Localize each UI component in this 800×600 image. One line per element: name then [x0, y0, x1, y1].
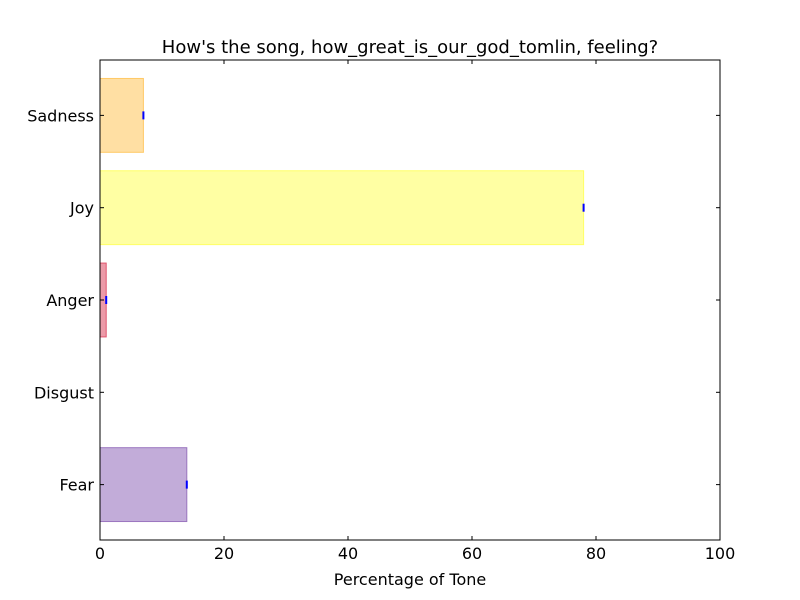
- x-tick-label-20: 20: [214, 544, 234, 563]
- x-axis-label: Percentage of Tone: [334, 570, 486, 589]
- chart-title: How's the song, how_great_is_our_god_tom…: [162, 37, 658, 58]
- ticks-layer: Fear Disgust Anger Joy Sadness 0 20 40 60 80 100: [27, 60, 735, 563]
- bars-layer: [99, 77, 585, 523]
- x-tick-label-60: 60: [462, 544, 482, 563]
- y-tick-label-disgust: Disgust: [34, 383, 94, 402]
- y-tick-label-sadness: Sadness: [27, 106, 94, 125]
- x-tick-label-80: 80: [586, 544, 606, 563]
- bar-sadness: [99, 77, 144, 153]
- y-tick-label-anger: Anger: [46, 291, 94, 310]
- x-tick-label-100: 100: [705, 544, 736, 563]
- y-tick-label-joy: Joy: [69, 199, 94, 218]
- x-tick-label-40: 40: [338, 544, 358, 563]
- bar-joy: [99, 170, 585, 246]
- y-tick-label-fear: Fear: [59, 476, 94, 495]
- bar-fear: [99, 447, 188, 523]
- x-tick-label-0: 0: [95, 544, 105, 563]
